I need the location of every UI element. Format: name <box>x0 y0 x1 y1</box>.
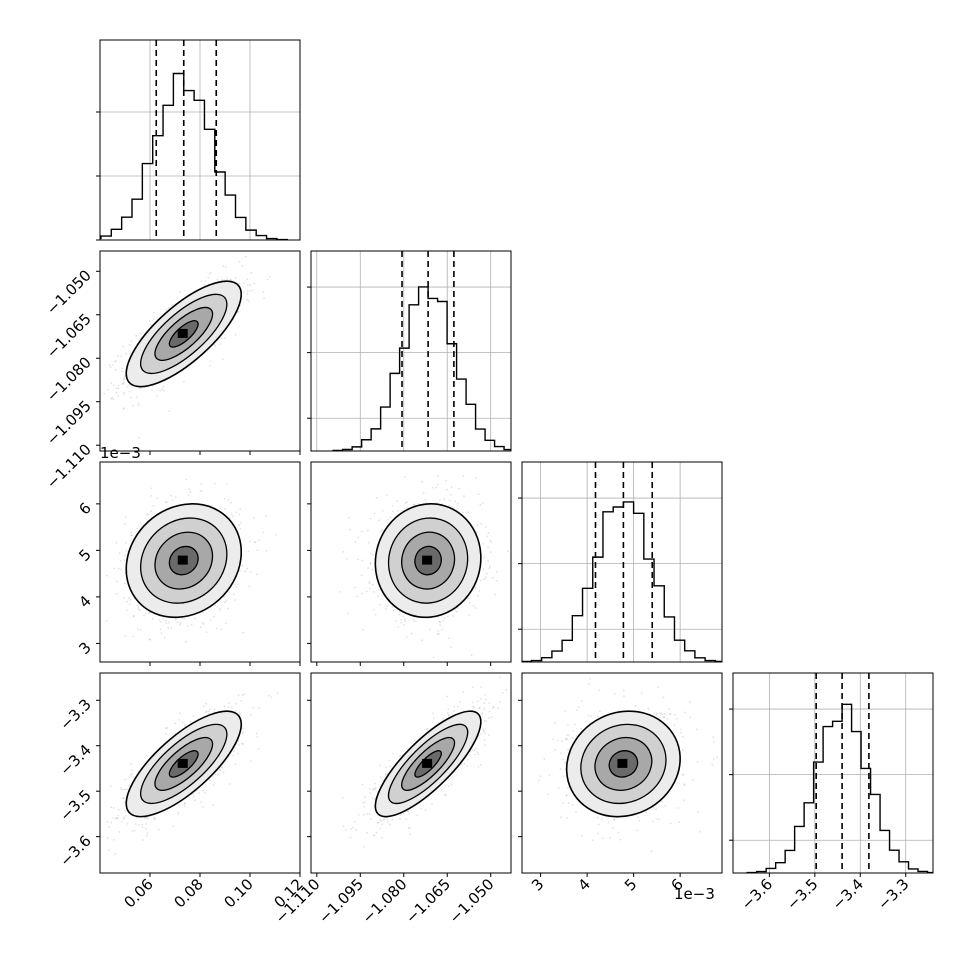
x-tick-label: −1.065 <box>402 875 454 927</box>
x-offset-label: 1e−3 <box>674 885 715 903</box>
y-tick-label: −3.4 <box>56 741 94 779</box>
x-tick-label: 3 <box>528 875 547 894</box>
scatter-panel-2-1 <box>339 475 509 659</box>
density-peak <box>177 758 188 768</box>
y-tick-label: −1.065 <box>43 310 95 362</box>
y-tick-label: 3 <box>75 638 94 657</box>
y-tick-label: 6 <box>75 499 94 518</box>
x-tick-label: −3.6 <box>738 875 776 913</box>
y-tick-label: −3.3 <box>56 695 94 733</box>
x-tick-label: −3.4 <box>829 875 867 913</box>
panel-frame <box>310 461 512 663</box>
panel-frame <box>732 672 934 874</box>
scatter-panel-3-2 <box>538 678 718 853</box>
density-peak <box>422 555 433 565</box>
histogram-panel-3 <box>733 673 933 873</box>
x-tick-label: 0.06 <box>120 875 156 911</box>
x-tick-label: −3.3 <box>874 875 912 913</box>
density-peak <box>617 758 628 768</box>
scatter-panel-1-0 <box>103 251 272 439</box>
x-tick-label: −1.080 <box>359 875 411 927</box>
panel-frame <box>521 672 723 874</box>
x-tick-label: −3.5 <box>783 875 821 913</box>
scatter-panel-3-1 <box>342 676 508 848</box>
histogram-panel-1 <box>311 251 511 451</box>
panel-frame <box>521 461 723 663</box>
panel-frame <box>310 250 512 452</box>
histogram-panel-2 <box>522 462 722 662</box>
x-tick-label: −1.095 <box>315 875 367 927</box>
histogram-step <box>746 703 933 873</box>
density-peak <box>422 758 433 768</box>
y-tick-label: −1.110 <box>43 440 95 492</box>
y-tick-label: −3.6 <box>56 832 94 870</box>
density-peak <box>177 328 188 338</box>
y-offset-label: 1e−3 <box>100 444 141 462</box>
x-tick-label: 0.10 <box>220 875 256 911</box>
histogram-panel-0 <box>100 40 300 240</box>
x-tick-label: 5 <box>621 875 640 894</box>
y-tick-label: −1.080 <box>43 353 95 405</box>
density-peak <box>177 555 188 565</box>
x-tick-label: 4 <box>574 875 593 894</box>
panel-frame <box>99 39 301 241</box>
y-tick-label: 5 <box>75 545 94 564</box>
y-tick-label: −3.5 <box>56 786 94 824</box>
y-tick-label: 4 <box>75 592 94 611</box>
scatter-panel-2-0 <box>105 478 277 643</box>
x-tick-label: −1.050 <box>446 875 498 927</box>
scatter-panel-3-0 <box>100 692 279 855</box>
x-tick-label: 0.08 <box>170 875 206 911</box>
y-tick-label: −1.095 <box>43 397 95 449</box>
panel-frame <box>310 672 512 874</box>
y-tick-label: −1.050 <box>43 266 95 318</box>
